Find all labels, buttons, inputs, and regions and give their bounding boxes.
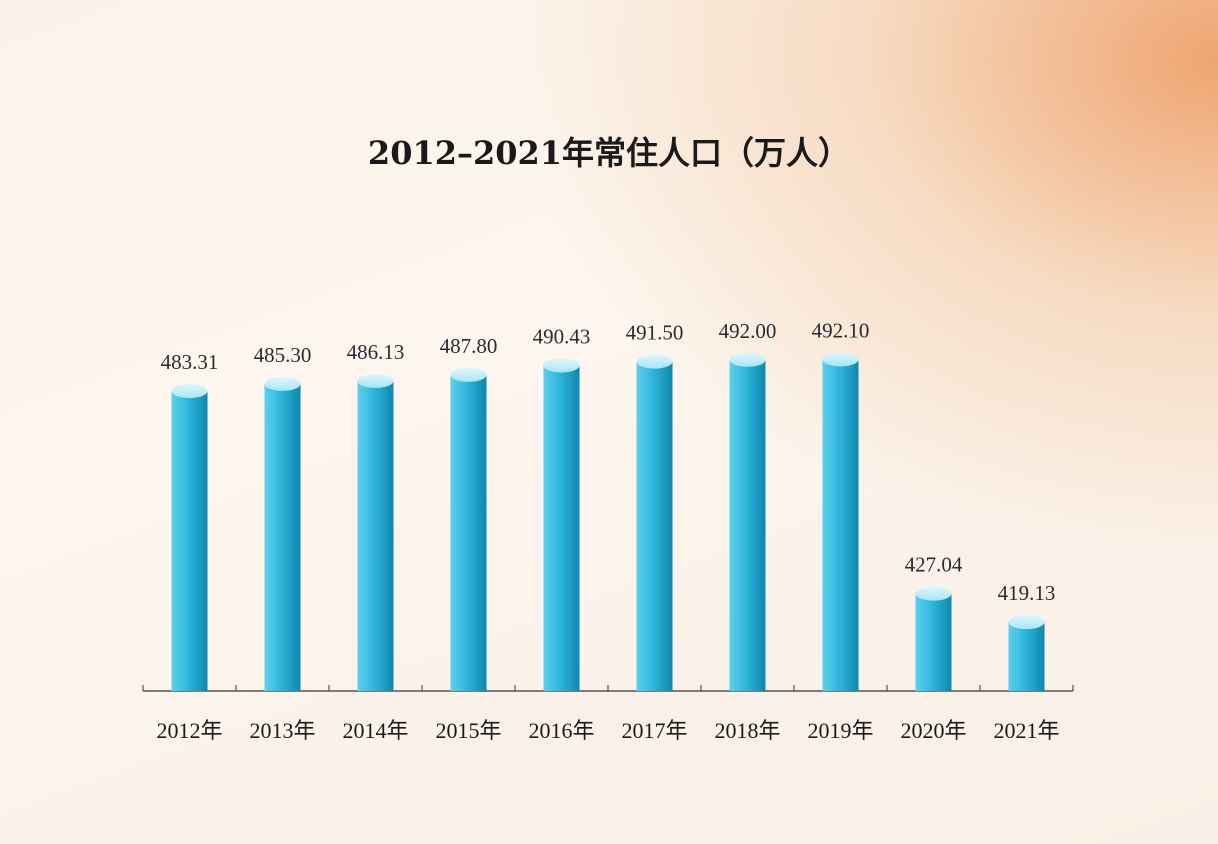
bar-top — [543, 358, 580, 373]
bar — [822, 359, 859, 691]
bar — [729, 359, 766, 691]
bar-top — [264, 376, 301, 391]
data-label: 492.00 — [719, 319, 777, 343]
bar — [636, 361, 673, 691]
bar — [171, 391, 208, 691]
data-label: 490.43 — [533, 324, 591, 348]
x-tick-label: 2014年 — [342, 718, 408, 743]
x-tick-label: 2020年 — [900, 718, 966, 743]
chart-title: 2012–2021年常住人口（万人） — [367, 134, 851, 172]
data-label: 492.10 — [812, 318, 870, 342]
x-tick-label: 2012年 — [156, 718, 222, 743]
data-label: 491.50 — [626, 321, 684, 345]
bar-top — [357, 373, 394, 388]
bar — [357, 380, 394, 691]
x-tick-label: 2019年 — [807, 718, 873, 743]
data-label: 419.13 — [998, 581, 1056, 605]
bar-top — [450, 367, 487, 382]
bar-top — [915, 586, 952, 601]
x-tick-label: 2016年 — [528, 718, 594, 743]
bar — [450, 374, 487, 691]
x-tick-label: 2018年 — [714, 718, 780, 743]
x-tick-label: 2017年 — [621, 718, 687, 743]
data-label: 487.80 — [440, 334, 498, 358]
bar — [543, 365, 580, 691]
bar-top — [1008, 615, 1045, 630]
data-label: 483.31 — [161, 350, 219, 374]
bar — [1008, 622, 1045, 691]
data-label: 485.30 — [254, 343, 312, 367]
data-label: 427.04 — [905, 553, 963, 577]
bar — [264, 383, 301, 691]
bar — [915, 593, 952, 691]
x-tick-label: 2021年 — [993, 718, 1059, 743]
data-label: 486.13 — [347, 340, 405, 364]
bar-top — [171, 384, 208, 399]
x-tick-label: 2013年 — [249, 718, 315, 743]
x-tick-label: 2015年 — [435, 718, 501, 743]
bar-top — [822, 352, 859, 367]
bar-top — [729, 352, 766, 367]
bar-top — [636, 354, 673, 369]
